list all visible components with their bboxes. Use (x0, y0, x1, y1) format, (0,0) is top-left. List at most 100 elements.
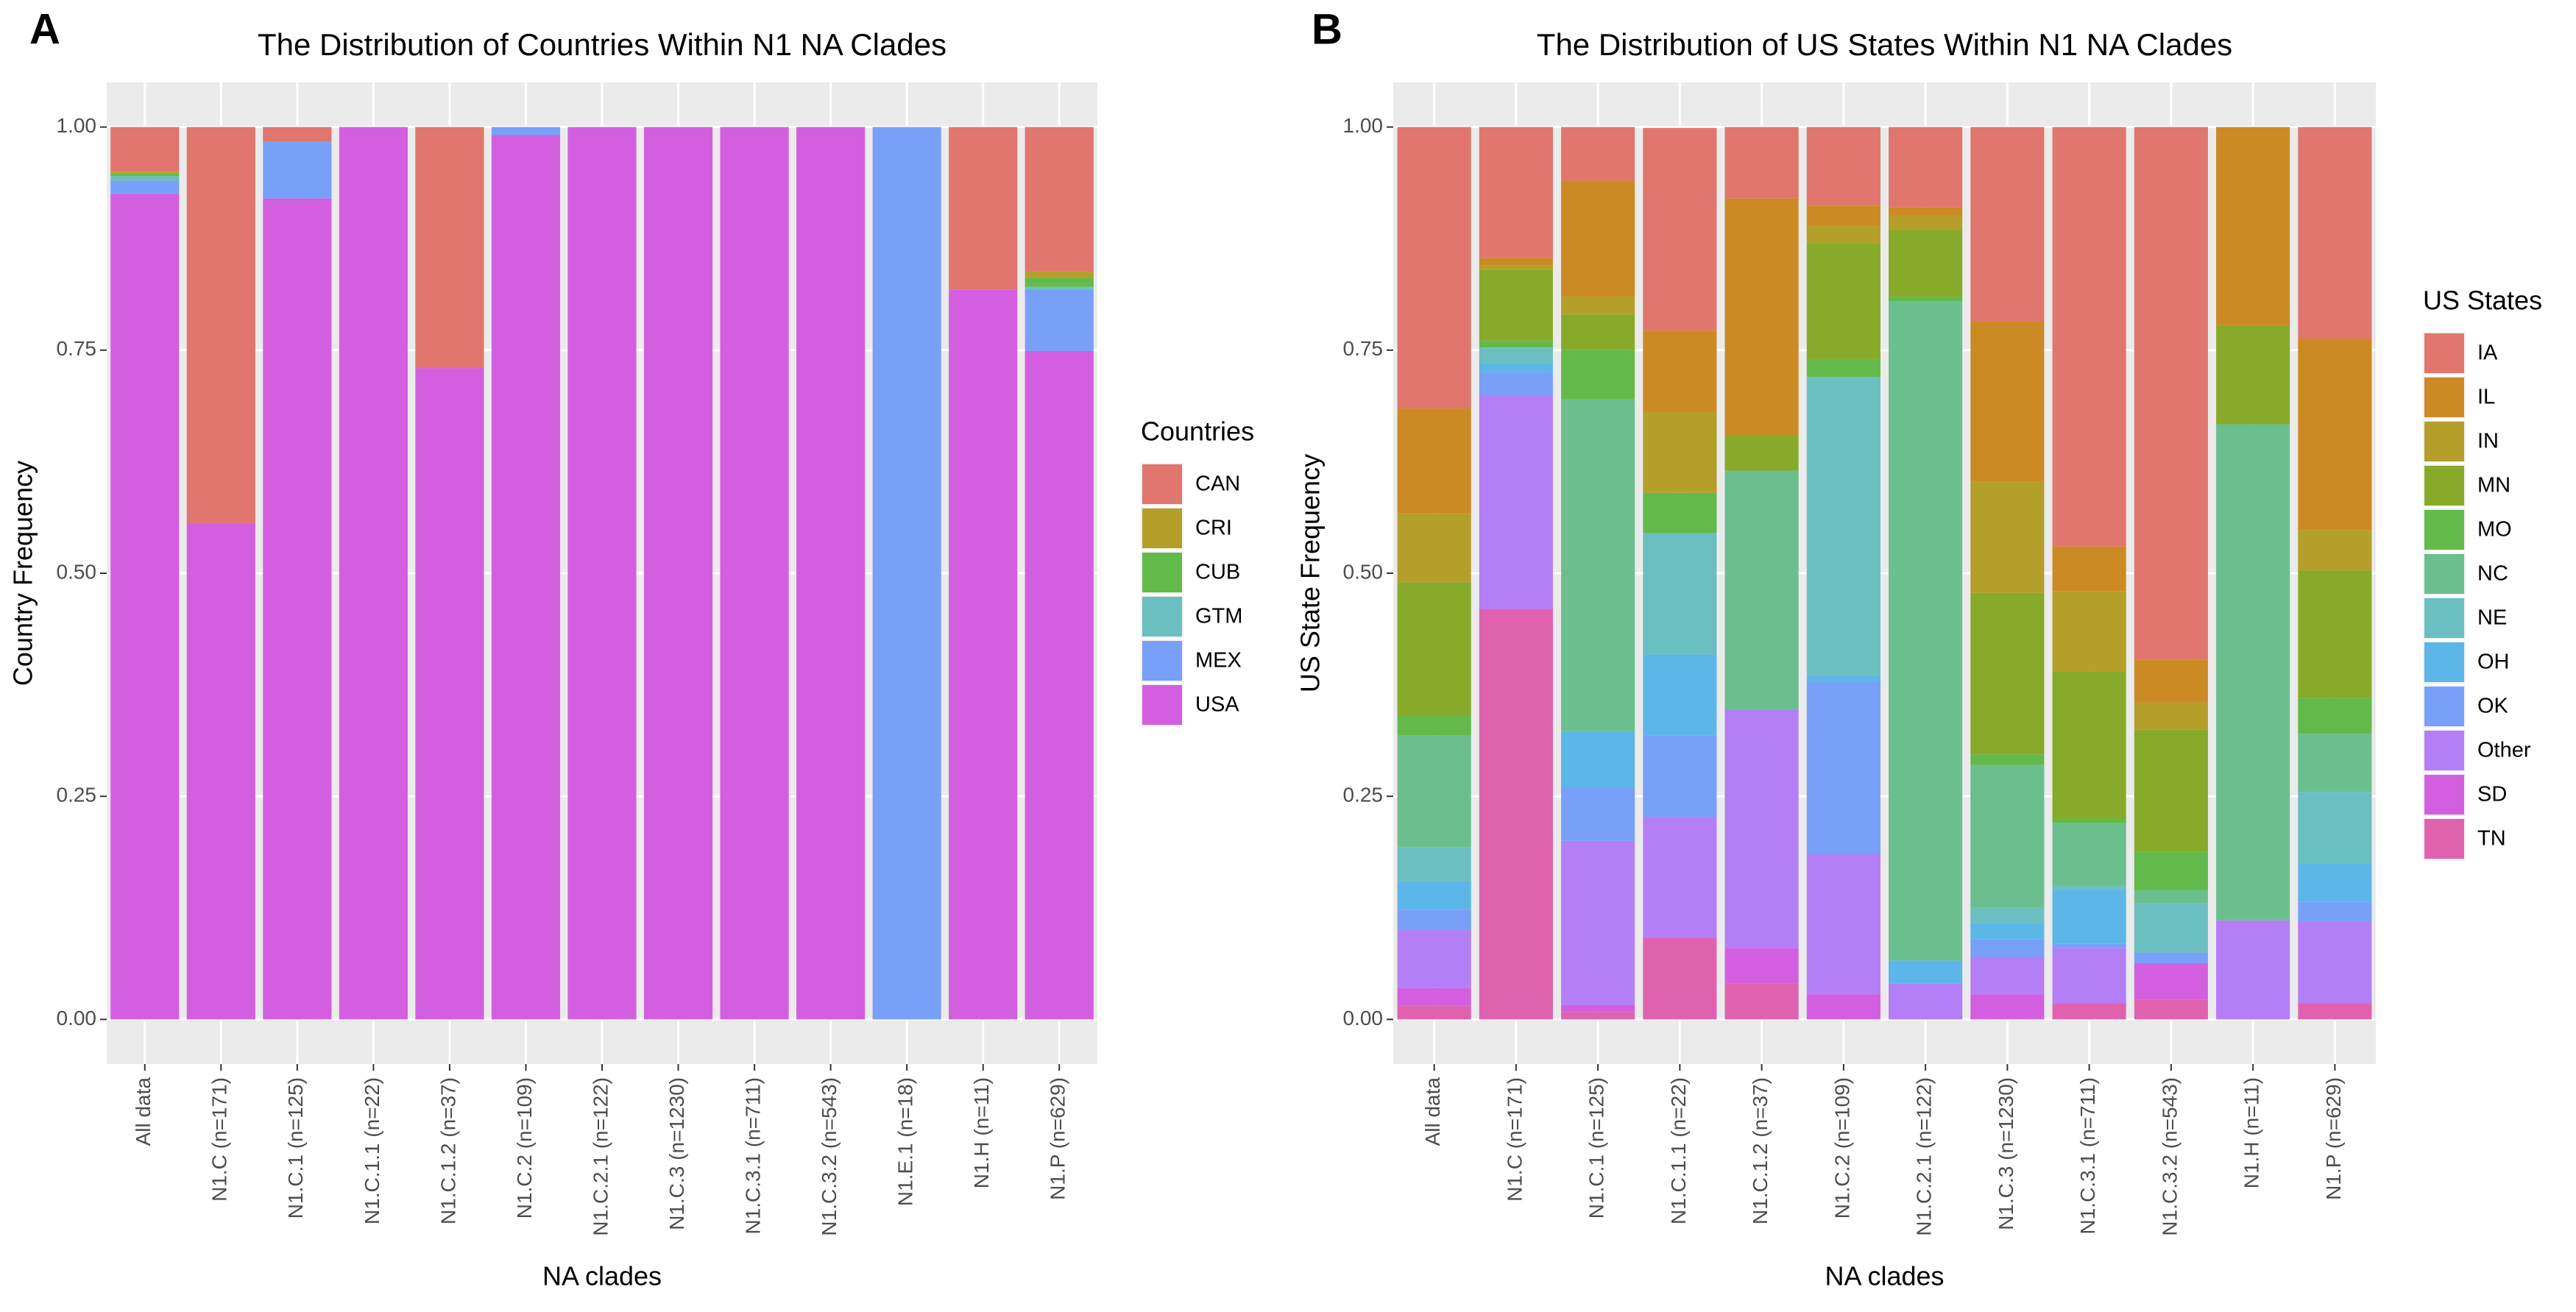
legend-swatch (2424, 422, 2464, 461)
bar-segment (1970, 994, 2045, 1020)
bar-segment (2134, 729, 2208, 852)
bar-segment (1724, 983, 1799, 1020)
bar-segment (110, 194, 180, 1020)
bar-segment (2298, 901, 2372, 921)
bar-segment (1970, 481, 2045, 593)
bar-segment (1479, 341, 1553, 348)
bar-segment (1643, 817, 1717, 939)
bar-segment (1970, 322, 2045, 482)
bar-segment (1561, 840, 1635, 1005)
legend-swatch (1142, 508, 1182, 548)
bar-segment (1479, 265, 1553, 270)
bar-segment (1397, 513, 1471, 583)
legend-swatch (2424, 377, 2464, 417)
bar-segment (2134, 659, 2208, 703)
bar-segment (1889, 207, 1963, 216)
legend-label: IL (2477, 386, 2495, 409)
bar-segment (1889, 960, 1963, 984)
x-tick-label: N1.C.3 (n=1230) (665, 1077, 688, 1230)
bar-segment (1397, 881, 1471, 910)
bar-segment (2298, 792, 2372, 864)
panel-label: B (1312, 5, 1342, 53)
bar-segment (2298, 921, 2372, 1004)
y-tick-label: 1.00 (57, 114, 97, 137)
x-tick-label: N1.C.2.1 (n=122) (1913, 1077, 1936, 1236)
bar-segment (949, 289, 1018, 1020)
y-tick-label: 0.00 (1343, 1007, 1384, 1029)
x-axis-title: NA clades (542, 1261, 662, 1291)
bar-segment (263, 127, 332, 142)
legend-label: MEX (1195, 649, 1242, 673)
legend-title: US States (2423, 286, 2542, 316)
bar-segment (2216, 127, 2290, 325)
bar-segment (1479, 347, 1553, 364)
bar-segment (1806, 127, 1880, 206)
legend-label: MO (2477, 518, 2512, 542)
bar-segment (1025, 286, 1094, 290)
x-tick-label: N1.C.2 (n=109) (1830, 1077, 1853, 1219)
x-tick-label: N1.C (n=171) (1503, 1077, 1526, 1202)
bar-segment (1889, 983, 1963, 1020)
bar-segment (1970, 907, 2045, 923)
bar-segment (2134, 851, 2208, 890)
bar-segment (1970, 765, 2045, 908)
bar-segment (1025, 289, 1094, 352)
bar-segment (1970, 923, 2045, 940)
x-tick-label: N1.P (n=629) (1047, 1077, 1069, 1200)
bar-segment (2052, 885, 2126, 890)
chart-title: The Distribution of Countries Within N1 … (258, 27, 946, 62)
bar-segment (491, 135, 561, 1020)
bar-segment (1561, 127, 1635, 181)
bar-segment (1889, 230, 1963, 297)
bar-segment (263, 141, 332, 199)
bar-segment (415, 127, 484, 369)
legend-swatch (1142, 597, 1182, 637)
chart-title: The Distribution of US States Within N1 … (1537, 27, 2232, 62)
bar-segment (872, 127, 941, 1020)
bar-segment (2052, 818, 2126, 823)
legend-label: TN (2477, 827, 2506, 851)
bar-segment (1025, 127, 1094, 272)
legend-swatch (2424, 598, 2464, 638)
bar-segment (2298, 734, 2372, 792)
y-axis-title: Country Frequency (8, 461, 38, 686)
bar-segment (1479, 269, 1553, 341)
x-tick-label: N1.C.1.2 (n=37) (1749, 1077, 1772, 1224)
bar-segment (110, 171, 180, 174)
legend-swatch (2424, 642, 2464, 682)
bar-segment (2298, 338, 2372, 531)
bar-segment (1643, 938, 1717, 1020)
bar-segment (1806, 675, 1880, 682)
legend-swatch (2424, 775, 2464, 815)
bar-segment (2134, 890, 2208, 904)
bar-segment (1561, 1004, 1635, 1013)
bar-segment (110, 173, 180, 177)
x-tick-label: All data (1421, 1077, 1444, 1146)
legend-label: CAN (1195, 472, 1240, 496)
legend-label: Other (2477, 739, 2531, 762)
bar-segment (1806, 205, 1880, 226)
bar-segment (1561, 399, 1635, 731)
bar-segment (1025, 272, 1094, 278)
bar-segment (1643, 127, 1717, 331)
x-tick-label: N1.C.1 (n=125) (1585, 1077, 1608, 1219)
legend-swatch (2424, 510, 2464, 550)
panel-label: A (29, 5, 60, 53)
bar-segment (1561, 180, 1635, 297)
bar-segment (1724, 435, 1799, 471)
x-tick-label: N1.C.2 (n=109) (513, 1077, 536, 1219)
x-tick-label: N1.C.1.1 (n=22) (361, 1077, 383, 1224)
bar-segment (2052, 823, 2126, 886)
bar-segment (1806, 243, 1880, 359)
bar-segment (2216, 920, 2290, 1020)
bar-segment (2134, 952, 2208, 963)
bar-segment (1970, 754, 2045, 765)
x-tick-label: N1.C.3.2 (n=543) (2158, 1077, 2181, 1236)
bar-segment (2216, 424, 2290, 921)
bar-segment (2052, 943, 2126, 948)
y-tick-label: 0.25 (1343, 784, 1384, 806)
x-tick-label: N1.C.1.1 (n=22) (1667, 1077, 1690, 1224)
x-axis-title: NA clades (1825, 1261, 1944, 1291)
bar-segment (1479, 372, 1553, 395)
